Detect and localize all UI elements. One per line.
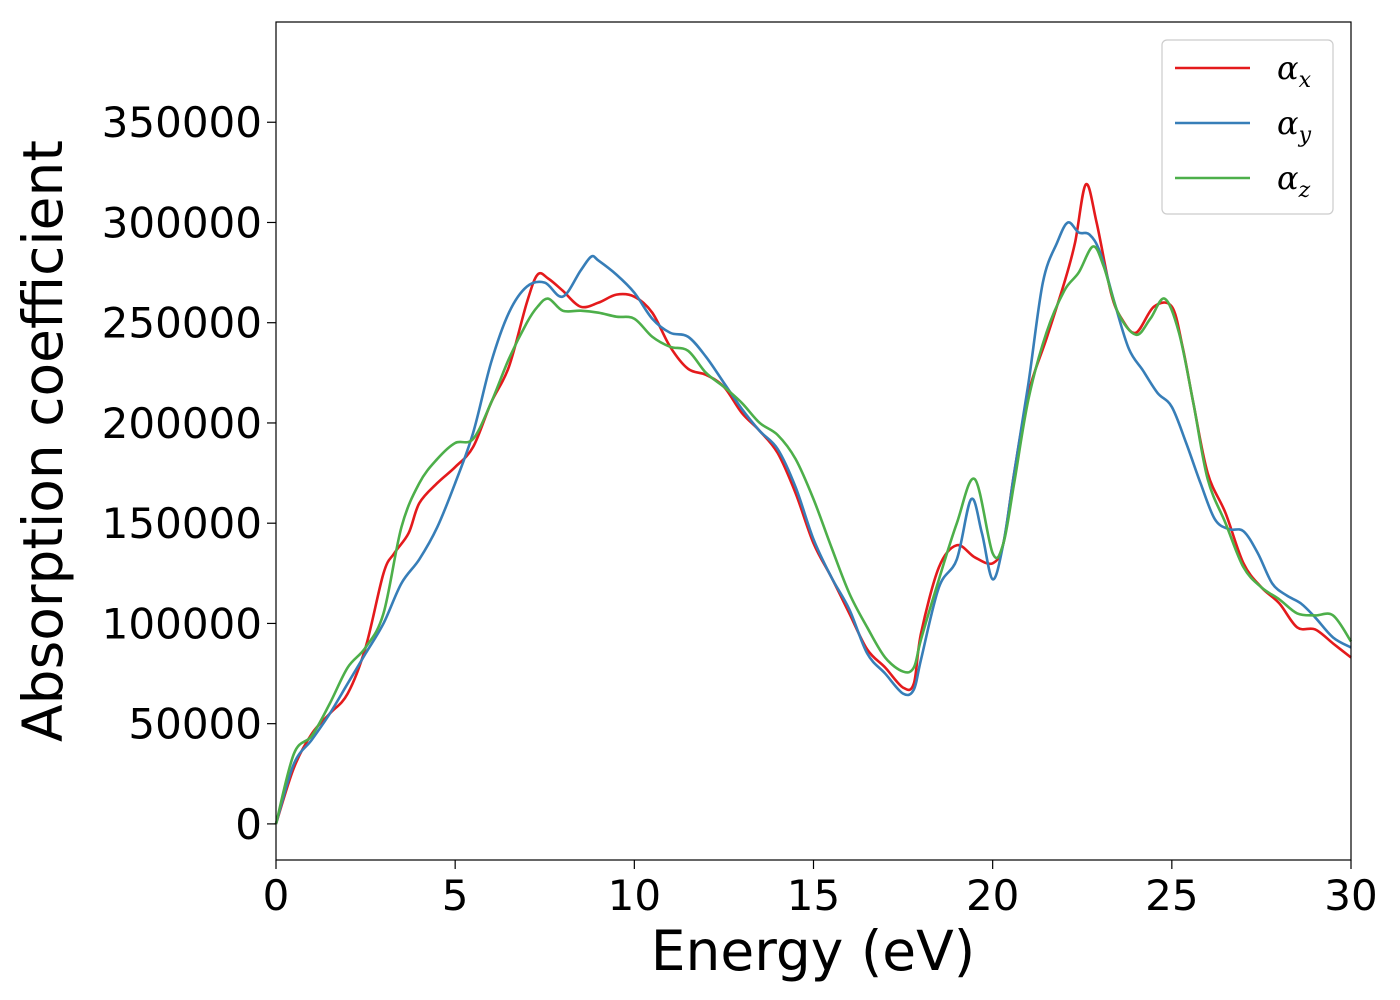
- y-tick-label: 250000: [102, 299, 262, 348]
- y-tick-label: 200000: [102, 399, 262, 448]
- y-tick-label: 0: [235, 800, 262, 849]
- series-layer: [274, 183, 1353, 825]
- x-tick-label: 0: [263, 871, 290, 920]
- x-tick-label: 30: [1324, 871, 1377, 920]
- x-tick-label: 25: [1145, 871, 1198, 920]
- x-tick-label: 20: [966, 871, 1019, 920]
- legend-label-z: αz: [1277, 159, 1311, 203]
- y-axis-title: Absorption coefficient: [11, 140, 75, 742]
- y-tick-label: 150000: [102, 499, 262, 548]
- y-axis: 0 50000 100000 150000 200000 250000 300000 3500…: [102, 98, 276, 849]
- legend: αx αy αz: [1161, 39, 1334, 215]
- x-axis-title: Energy (eV): [651, 919, 975, 983]
- legend-box: [1161, 39, 1334, 215]
- x-tick-label: 15: [787, 871, 840, 920]
- y-tick-label: 350000: [102, 98, 262, 147]
- legend-label-y: αy: [1277, 104, 1312, 148]
- y-tick-label: 100000: [102, 599, 262, 648]
- x-axis: 0 5 10 15 20 25 30: [263, 860, 1378, 920]
- series-line-z: [274, 245, 1353, 825]
- x-tick-label: 10: [608, 871, 661, 920]
- legend-label-x: αx: [1277, 49, 1312, 93]
- y-tick-label: 50000: [128, 700, 262, 749]
- series-line-y: [274, 221, 1352, 825]
- y-tick-label: 300000: [102, 198, 262, 247]
- x-tick-label: 5: [442, 871, 469, 920]
